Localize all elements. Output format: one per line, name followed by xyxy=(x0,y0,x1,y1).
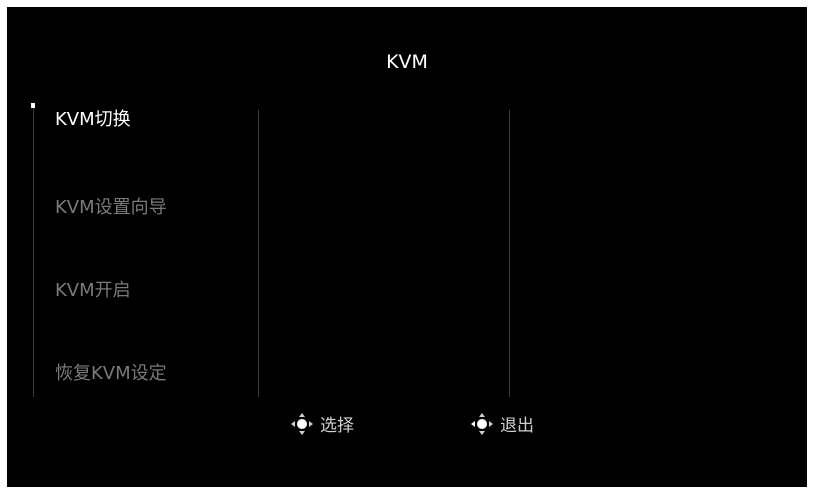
osd-panel: KVM KVM切换 KVM设置向导 KVM开启 恢复KVM设定 选择 退出 xyxy=(7,7,807,487)
exit-hint-label: 退出 xyxy=(500,416,534,436)
menu-item-kvm-reset[interactable]: 恢复KVM设定 xyxy=(55,363,167,384)
selection-indicator xyxy=(31,103,35,108)
menu-item-kvm-enable[interactable]: KVM开启 xyxy=(55,280,131,301)
joystick-nav-icon xyxy=(291,412,313,435)
select-hint[interactable]: 选择 xyxy=(290,411,354,436)
menu-rail xyxy=(33,107,34,397)
menu-item-kvm-wizard[interactable]: KVM设置向导 xyxy=(55,197,167,218)
select-hint-label: 选择 xyxy=(320,416,354,436)
exit-hint[interactable]: 退出 xyxy=(470,411,534,436)
joystick-nav-icon xyxy=(471,412,493,435)
menu-item-kvm-switch[interactable]: KVM切换 xyxy=(55,109,131,130)
column-divider xyxy=(509,110,510,397)
osd-title: KVM xyxy=(386,51,428,73)
column-divider xyxy=(258,110,259,397)
